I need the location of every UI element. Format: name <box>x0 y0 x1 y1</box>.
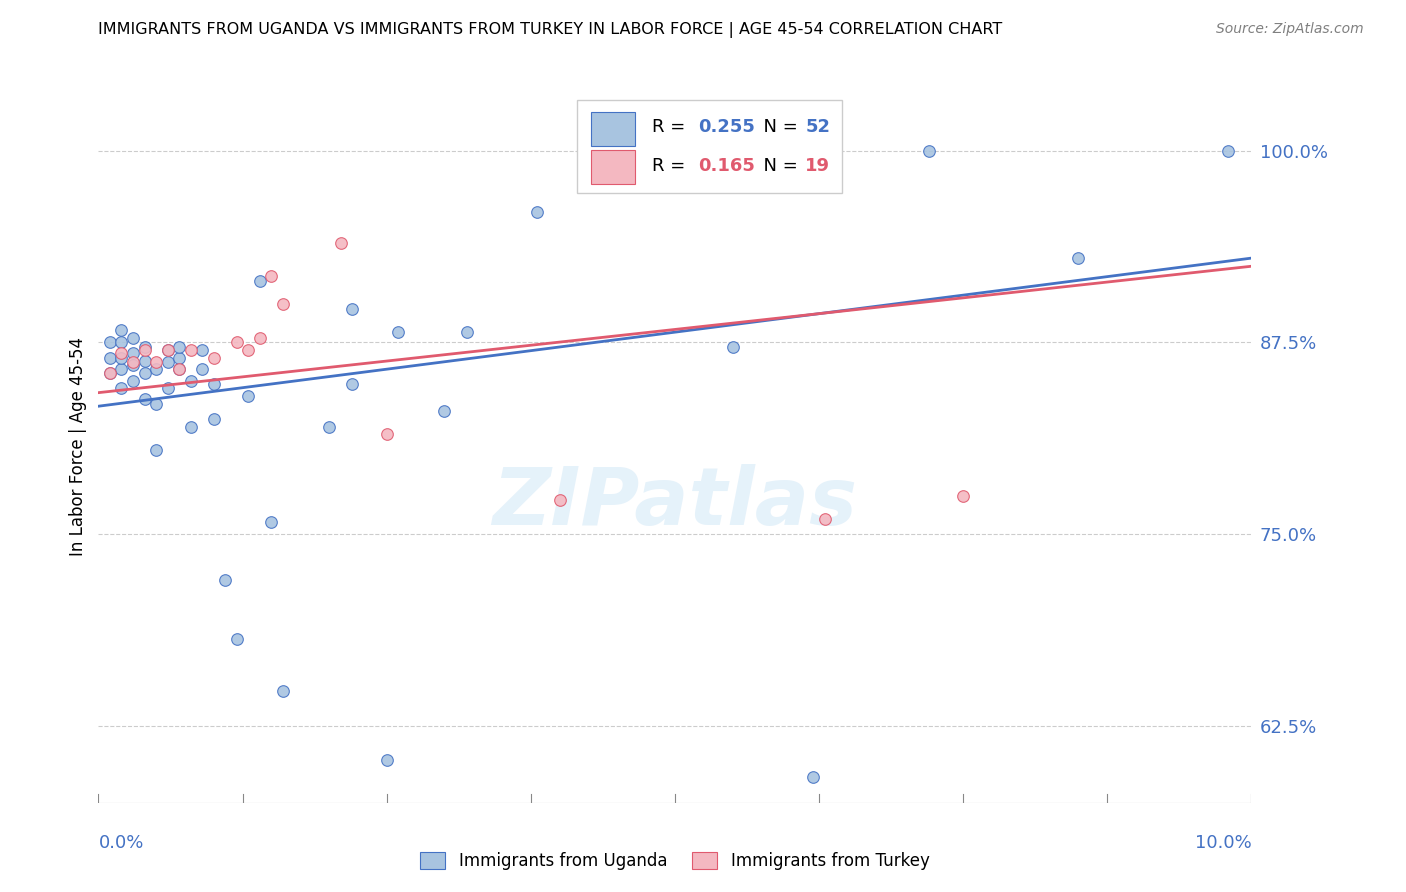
FancyBboxPatch shape <box>591 112 634 146</box>
Legend: Immigrants from Uganda, Immigrants from Turkey: Immigrants from Uganda, Immigrants from … <box>413 845 936 877</box>
Text: 52: 52 <box>806 118 830 136</box>
Point <box>167 361 190 376</box>
Point <box>340 376 363 391</box>
Point <box>156 381 179 395</box>
Point <box>110 361 132 376</box>
Point <box>329 235 352 250</box>
Point <box>122 359 145 373</box>
Point <box>110 323 132 337</box>
Text: IMMIGRANTS FROM UGANDA VS IMMIGRANTS FROM TURKEY IN LABOR FORCE | AGE 45-54 CORR: IMMIGRANTS FROM UGANDA VS IMMIGRANTS FRO… <box>98 22 1002 38</box>
Point <box>260 269 283 284</box>
Text: R =: R = <box>652 157 690 175</box>
Point <box>134 354 156 368</box>
Point <box>526 205 548 219</box>
Point <box>387 325 409 339</box>
Point <box>167 361 190 376</box>
Point <box>156 355 179 369</box>
Point <box>814 512 837 526</box>
Point <box>214 574 236 588</box>
FancyBboxPatch shape <box>576 100 842 193</box>
Point <box>721 340 744 354</box>
Point <box>167 351 190 365</box>
Point <box>1218 144 1240 158</box>
Point <box>98 366 121 380</box>
Point <box>375 427 398 442</box>
Point <box>156 343 179 357</box>
Point <box>110 381 132 395</box>
Point <box>180 419 202 434</box>
Point <box>917 144 939 158</box>
Point <box>202 376 225 391</box>
Point <box>110 346 132 360</box>
Point <box>456 325 478 339</box>
Point <box>548 493 571 508</box>
Point <box>238 343 260 357</box>
Point <box>1067 251 1090 265</box>
Text: N =: N = <box>752 118 804 136</box>
Point <box>340 301 363 316</box>
Point <box>122 355 145 369</box>
Point <box>433 404 456 418</box>
Text: N =: N = <box>752 157 804 175</box>
FancyBboxPatch shape <box>591 150 634 184</box>
Point <box>191 361 214 376</box>
Point <box>225 632 247 646</box>
Point <box>134 340 156 354</box>
Point <box>98 335 121 350</box>
Point <box>134 392 156 407</box>
Text: 0.0%: 0.0% <box>98 834 143 852</box>
Text: 0.255: 0.255 <box>697 118 755 136</box>
Point <box>145 355 167 369</box>
Point <box>180 374 202 388</box>
Point <box>110 351 132 365</box>
Point <box>571 144 593 158</box>
Point <box>249 274 271 288</box>
Text: Source: ZipAtlas.com: Source: ZipAtlas.com <box>1216 22 1364 37</box>
Point <box>260 515 283 529</box>
Point <box>225 335 247 350</box>
Point <box>145 397 167 411</box>
Point <box>952 489 974 503</box>
Text: 19: 19 <box>806 157 830 175</box>
Point <box>202 412 225 426</box>
Point <box>98 366 121 380</box>
Point <box>318 419 340 434</box>
Point <box>191 343 214 357</box>
Point <box>180 343 202 357</box>
Text: 10.0%: 10.0% <box>1195 834 1251 852</box>
Point <box>134 366 156 380</box>
Point <box>202 351 225 365</box>
Point <box>375 753 398 767</box>
Point <box>98 351 121 365</box>
Point <box>156 343 179 357</box>
Point <box>249 331 271 345</box>
Point <box>238 389 260 403</box>
Point <box>779 144 801 158</box>
Point <box>167 340 190 354</box>
Point <box>122 331 145 345</box>
Text: R =: R = <box>652 118 690 136</box>
Point <box>110 335 132 350</box>
Point <box>271 683 294 698</box>
Point <box>122 374 145 388</box>
Point <box>134 343 156 357</box>
Point <box>271 297 294 311</box>
Point <box>145 442 167 457</box>
Text: 0.165: 0.165 <box>697 157 755 175</box>
Point <box>801 770 824 784</box>
Text: ZIPatlas: ZIPatlas <box>492 464 858 542</box>
Point <box>122 346 145 360</box>
Y-axis label: In Labor Force | Age 45-54: In Labor Force | Age 45-54 <box>69 336 87 556</box>
Point <box>145 361 167 376</box>
